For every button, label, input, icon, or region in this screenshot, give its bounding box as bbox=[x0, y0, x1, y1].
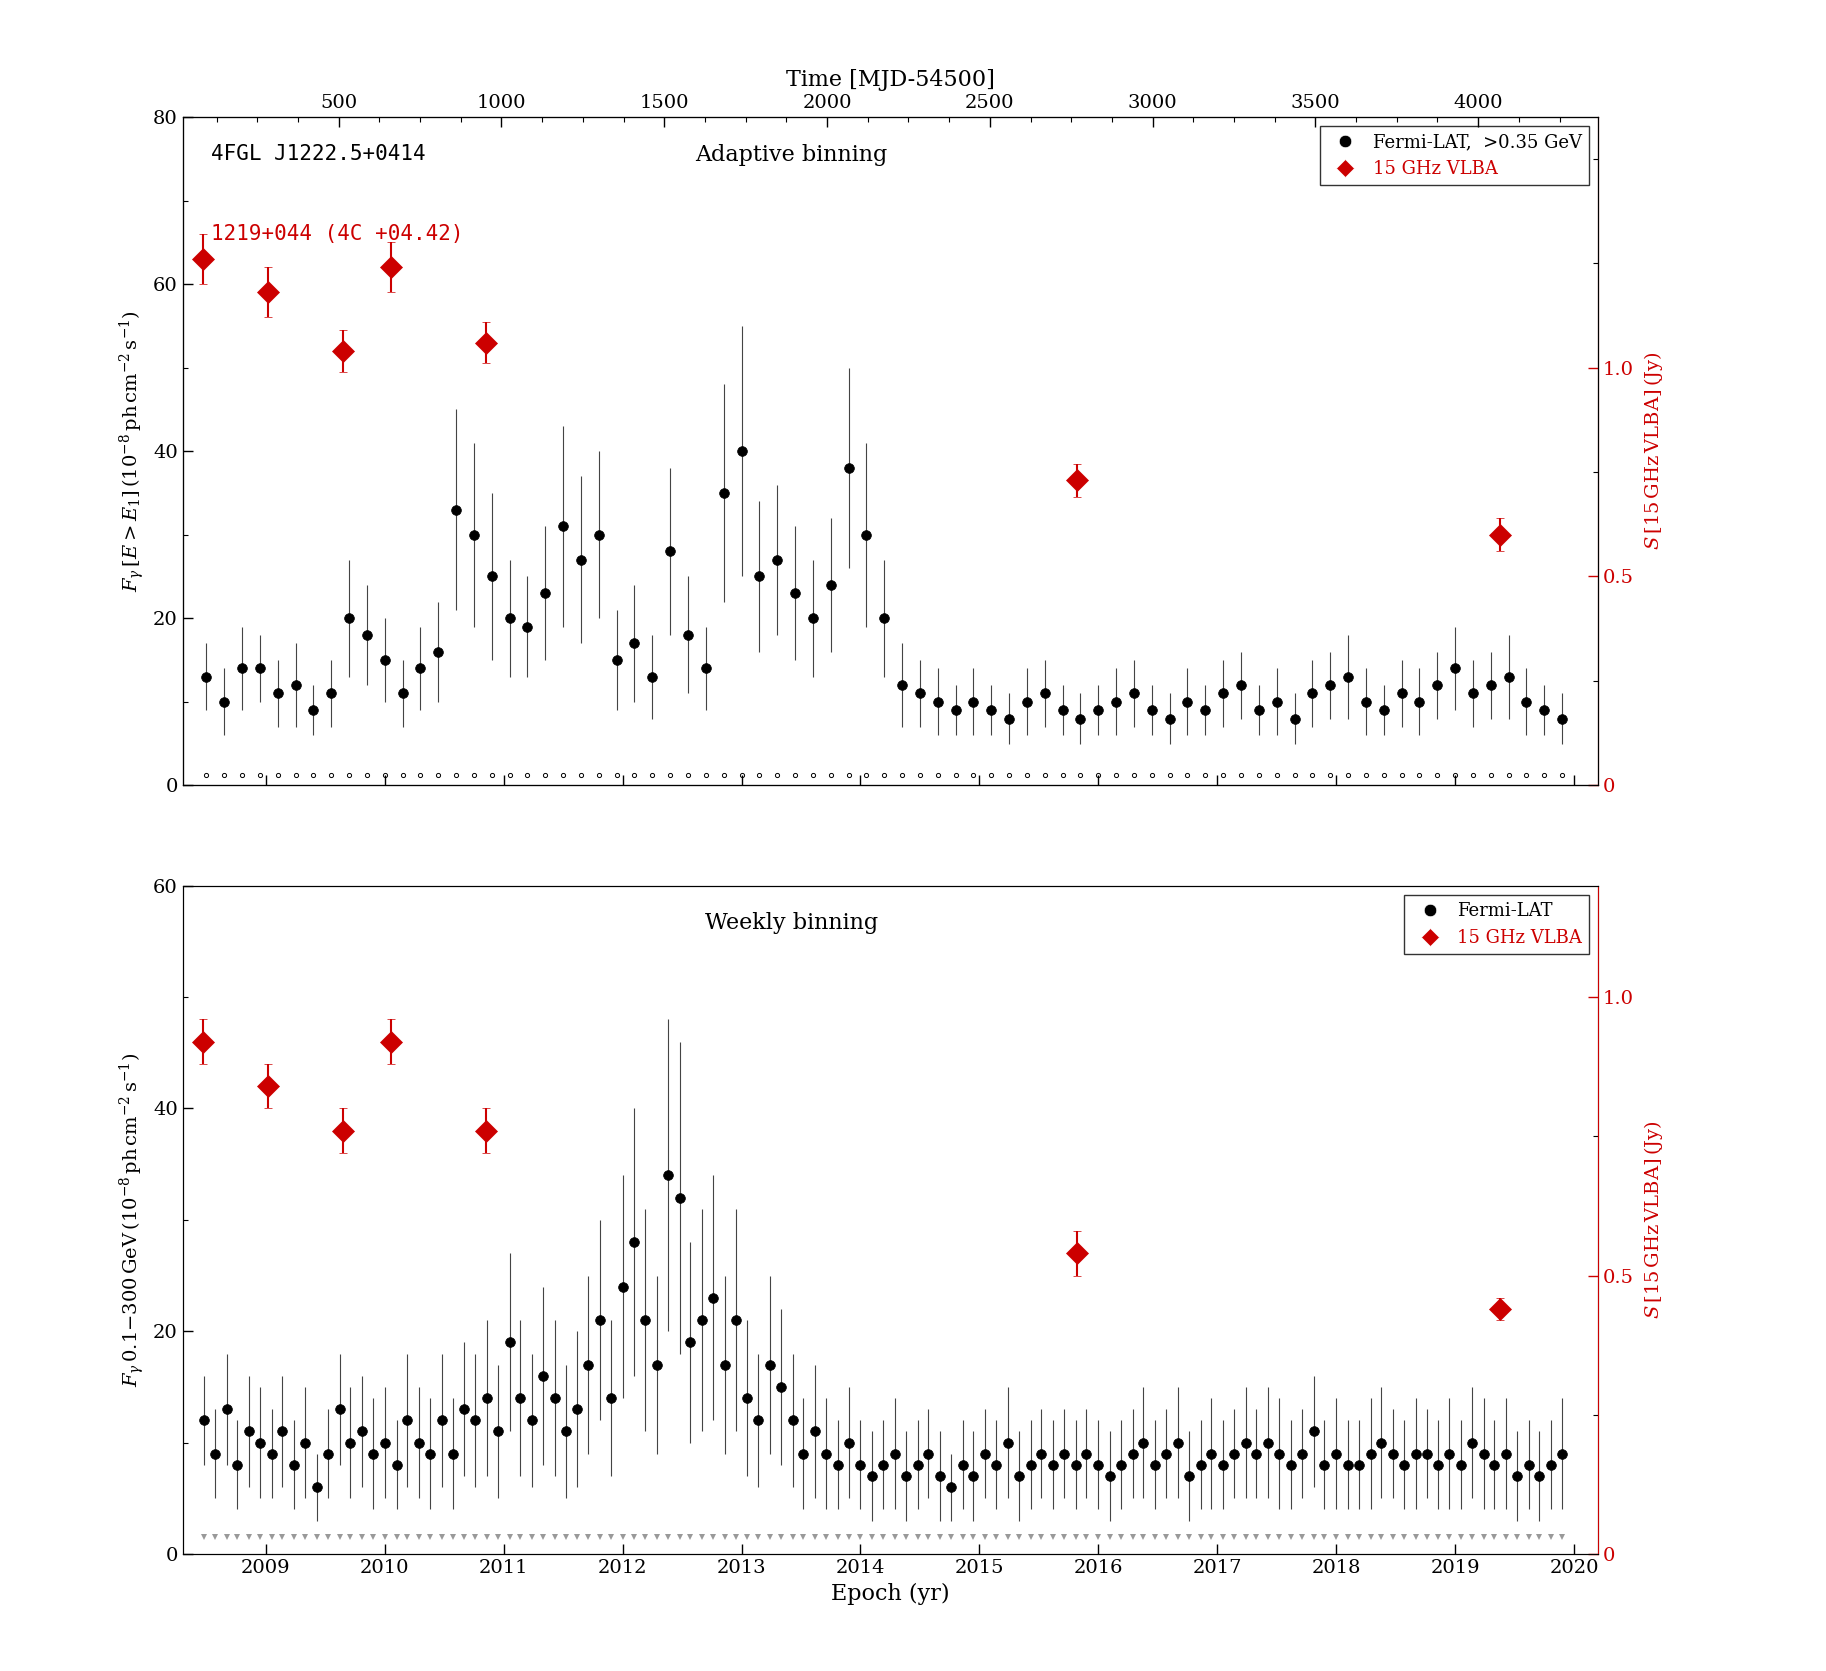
Text: 4FGL J1222.5+0414: 4FGL J1222.5+0414 bbox=[210, 144, 425, 164]
Y-axis label: $F_{\gamma}\,0.1{-}300\,{\rm GeV}\,(10^{-8}\,{\rm ph\,cm^{-2}\,s^{-1}})$: $F_{\gamma}\,0.1{-}300\,{\rm GeV}\,(10^{… bbox=[119, 1053, 148, 1387]
Y-axis label: $F_{\gamma}\,[E{>}E_1]\,(10^{-8}\,{\rm ph\,cm^{-2}\,s^{-1}})$: $F_{\gamma}\,[E{>}E_1]\,(10^{-8}\,{\rm p… bbox=[119, 311, 148, 592]
X-axis label: Time [MJD-54500]: Time [MJD-54500] bbox=[785, 69, 995, 90]
Legend: Fermi-LAT, 15 GHz VLBA: Fermi-LAT, 15 GHz VLBA bbox=[1404, 894, 1589, 954]
X-axis label: Epoch (yr): Epoch (yr) bbox=[831, 1582, 950, 1604]
Y-axis label: $S\,[15\,{\rm GHz\,VLBA}]\,({\rm Jy})$: $S\,[15\,{\rm GHz\,VLBA}]\,({\rm Jy})$ bbox=[1642, 1121, 1665, 1318]
Text: Adaptive binning: Adaptive binning bbox=[696, 144, 887, 165]
Y-axis label: $S\,[15\,{\rm GHz\,VLBA}]\,({\rm Jy})$: $S\,[15\,{\rm GHz\,VLBA}]\,({\rm Jy})$ bbox=[1642, 353, 1665, 550]
Text: 1219+044 (4C +04.42): 1219+044 (4C +04.42) bbox=[210, 224, 464, 244]
Text: Weekly binning: Weekly binning bbox=[705, 912, 878, 934]
Legend: Fermi-LAT,  >0.35 GeV, 15 GHz VLBA: Fermi-LAT, >0.35 GeV, 15 GHz VLBA bbox=[1320, 125, 1589, 185]
